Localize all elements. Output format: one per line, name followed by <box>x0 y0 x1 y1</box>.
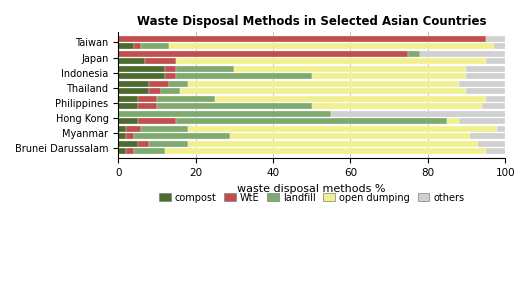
Bar <box>312 73 466 79</box>
Bar <box>118 111 331 117</box>
Bar <box>478 141 505 147</box>
Bar <box>169 81 188 87</box>
Bar <box>126 133 134 139</box>
Legend: compost, WtE, landfill, open dumping, others: compost, WtE, landfill, open dumping, ot… <box>155 189 468 206</box>
Bar <box>188 81 459 87</box>
Bar <box>118 73 165 79</box>
Bar <box>149 88 161 94</box>
Title: Waste Disposal Methods in Selected Asian Countries: Waste Disposal Methods in Selected Asian… <box>137 15 487 28</box>
Bar <box>176 73 312 79</box>
X-axis label: waste disposal methods %: waste disposal methods % <box>237 183 386 194</box>
Bar <box>138 96 157 102</box>
Bar <box>486 58 505 64</box>
Bar <box>165 148 486 154</box>
Bar <box>470 133 505 139</box>
Bar <box>176 58 486 64</box>
Bar <box>188 141 478 147</box>
Bar <box>331 111 505 117</box>
Bar <box>234 66 466 72</box>
Bar <box>118 58 145 64</box>
Bar <box>126 148 134 154</box>
Bar <box>447 118 459 124</box>
Bar <box>176 118 447 124</box>
Bar <box>138 118 176 124</box>
Bar <box>118 43 134 49</box>
Bar <box>138 141 149 147</box>
Bar <box>118 88 149 94</box>
Bar <box>188 126 498 132</box>
Bar <box>486 148 505 154</box>
Bar <box>165 73 176 79</box>
Bar <box>165 66 176 72</box>
Bar <box>126 126 142 132</box>
Bar <box>466 66 505 72</box>
Bar <box>459 118 505 124</box>
Bar <box>118 51 409 57</box>
Bar <box>118 96 138 102</box>
Bar <box>176 66 234 72</box>
Bar <box>498 126 505 132</box>
Bar <box>118 81 149 87</box>
Bar <box>161 88 180 94</box>
Bar <box>142 126 188 132</box>
Bar <box>134 133 231 139</box>
Bar <box>493 43 505 49</box>
Bar <box>118 148 126 154</box>
Bar <box>142 43 169 49</box>
Bar <box>145 58 176 64</box>
Bar <box>118 118 138 124</box>
Bar <box>134 43 142 49</box>
Bar <box>118 103 138 109</box>
Bar <box>118 36 486 42</box>
Bar <box>149 141 188 147</box>
Bar <box>149 81 169 87</box>
Bar <box>459 81 505 87</box>
Bar <box>486 96 505 102</box>
Bar <box>312 103 482 109</box>
Bar <box>169 43 493 49</box>
Bar <box>215 96 486 102</box>
Bar <box>118 141 138 147</box>
Bar <box>157 103 312 109</box>
Bar <box>486 36 505 42</box>
Bar <box>231 133 470 139</box>
Bar <box>134 148 165 154</box>
Bar <box>482 103 505 109</box>
Bar <box>180 88 466 94</box>
Bar <box>118 133 126 139</box>
Bar <box>138 103 157 109</box>
Bar <box>466 88 505 94</box>
Bar <box>420 51 505 57</box>
Bar <box>157 96 215 102</box>
Bar <box>118 126 126 132</box>
Bar <box>409 51 420 57</box>
Bar <box>466 73 505 79</box>
Bar <box>118 66 165 72</box>
